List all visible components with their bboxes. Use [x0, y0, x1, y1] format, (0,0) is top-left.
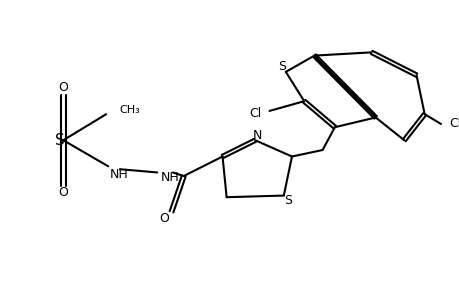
Text: O: O [58, 81, 68, 94]
Text: O: O [158, 212, 168, 225]
Text: S: S [283, 194, 291, 207]
Text: S: S [277, 61, 285, 74]
Text: Cl: Cl [448, 118, 459, 130]
Text: CH₃: CH₃ [120, 105, 140, 115]
Text: O: O [58, 186, 68, 199]
Text: NH: NH [110, 168, 129, 181]
Text: NH: NH [161, 171, 179, 184]
Text: S: S [55, 133, 64, 148]
Text: Cl: Cl [249, 107, 261, 120]
Text: N: N [252, 129, 261, 142]
